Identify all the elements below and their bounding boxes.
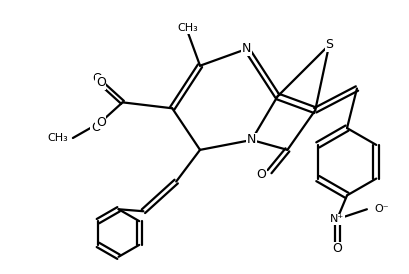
Text: O: O <box>331 242 341 255</box>
Text: N: N <box>241 42 251 55</box>
Text: O: O <box>55 133 65 147</box>
Text: N: N <box>246 133 256 147</box>
Text: O: O <box>256 168 266 181</box>
Text: O: O <box>96 76 106 89</box>
Text: O: O <box>90 121 101 134</box>
Text: O: O <box>96 116 106 129</box>
Text: O⁻: O⁻ <box>374 204 389 214</box>
Text: S: S <box>324 38 333 52</box>
Text: CH₃: CH₃ <box>47 133 68 143</box>
Text: N⁺: N⁺ <box>329 214 344 224</box>
Text: O: O <box>92 72 101 85</box>
Text: CH₃: CH₃ <box>178 23 198 33</box>
